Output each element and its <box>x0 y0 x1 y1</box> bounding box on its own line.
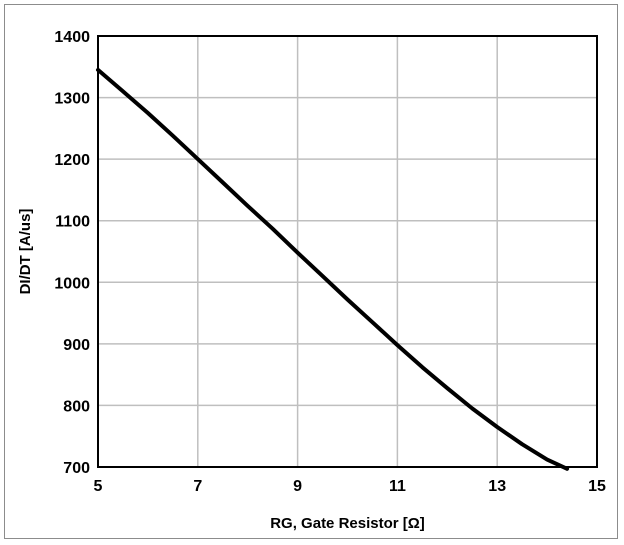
y-tick-label: 1000 <box>54 275 90 292</box>
x-tick-label: 5 <box>94 478 103 495</box>
y-tick-label: 1200 <box>54 152 90 169</box>
plot-area-border <box>97 35 598 468</box>
y-tick-label: 700 <box>63 460 90 477</box>
y-axis-title: DI/DT [A/us] <box>17 209 34 295</box>
x-tick-label: 9 <box>293 478 302 495</box>
y-tick-label: 1400 <box>54 29 90 46</box>
x-tick-label: 15 <box>588 478 606 495</box>
gridlines <box>97 35 598 468</box>
x-tick-label: 7 <box>193 478 202 495</box>
y-tick-label: 1100 <box>55 214 90 231</box>
tick-labels: 5 7 9 11 13 15 700 800 900 1000 1100 1200 1300 1400 <box>54 29 606 495</box>
y-tick-label: 800 <box>63 398 90 415</box>
x-axis-title: RG, Gate Resistor [Ω] <box>270 515 425 532</box>
series-line <box>96 67 570 471</box>
y-tick-label: 1300 <box>54 91 90 108</box>
y-tick-label: 900 <box>63 337 90 354</box>
x-tick-label: 13 <box>488 478 506 495</box>
chart-frame <box>4 4 618 539</box>
x-tick-label: 11 <box>389 478 406 495</box>
